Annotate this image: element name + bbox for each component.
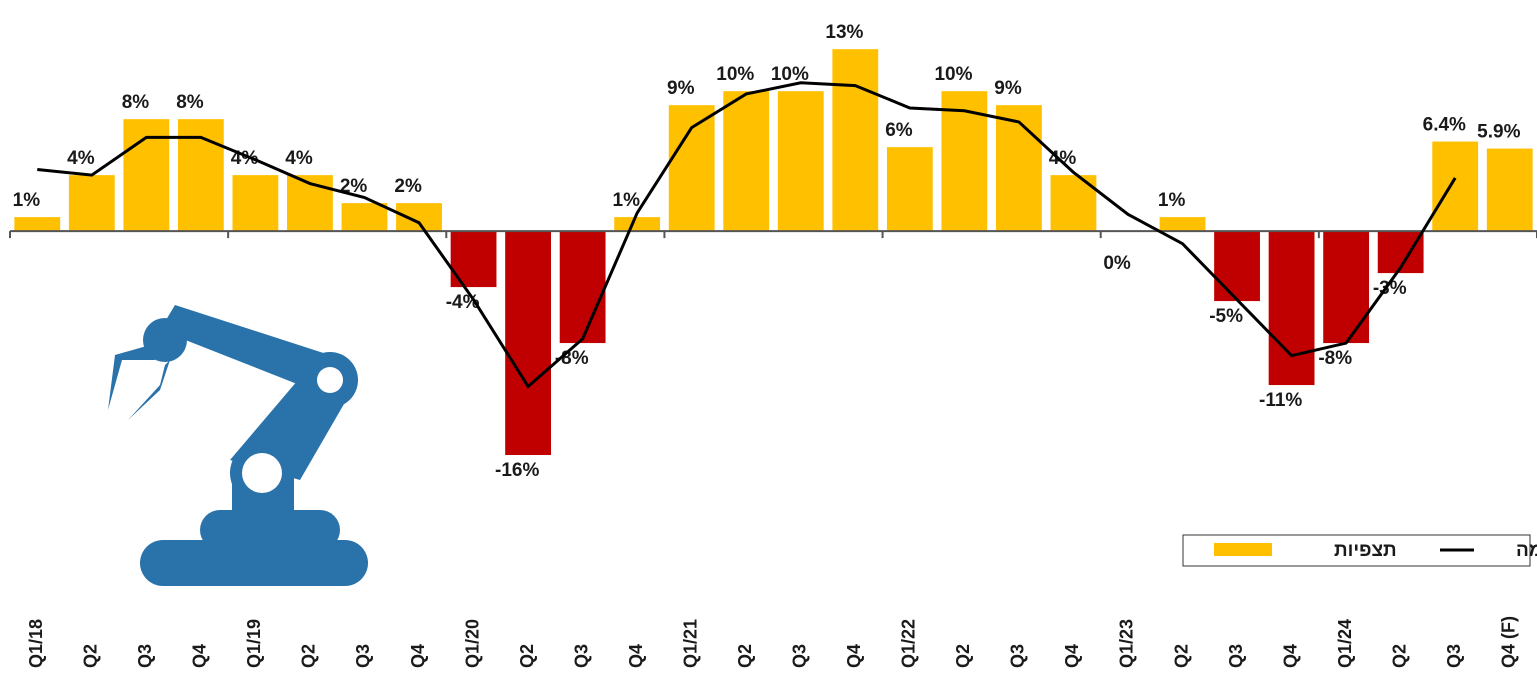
data-label: 8%	[176, 92, 204, 113]
robot-joint	[317, 367, 343, 393]
robot-wrist	[143, 318, 187, 362]
x-tick-label: Q4	[1280, 644, 1300, 668]
robot-joint	[242, 453, 282, 493]
robot-upper-arm	[160, 305, 345, 395]
data-label: -8%	[555, 348, 589, 369]
data-label: 1%	[1158, 190, 1186, 211]
robot-claw	[128, 360, 170, 420]
x-tick-label: Q1/23	[1117, 619, 1137, 668]
data-label: 2%	[394, 176, 422, 197]
legend: מגמה תצפיות	[1182, 534, 1537, 567]
x-tick-label: Q2	[1389, 644, 1409, 668]
trend-line	[37, 81, 1457, 389]
x-tick-label: Q2	[517, 644, 537, 668]
bar	[1432, 141, 1479, 232]
x-tick-label: Q2	[735, 644, 755, 668]
data-label: -16%	[495, 460, 539, 481]
x-tick-label: Q1/19	[244, 619, 264, 668]
x-tick-label: Q4 (F)	[1498, 616, 1518, 668]
data-label: 5.9%	[1477, 122, 1520, 143]
x-tick-label: Q3	[1444, 644, 1464, 668]
robot-claw	[108, 345, 155, 410]
bar	[886, 147, 933, 232]
x-tick-label: Q4	[844, 644, 864, 668]
x-tick-label: Q2	[299, 644, 319, 668]
x-tick-label: Q3	[1008, 644, 1028, 668]
bar	[996, 105, 1042, 232]
data-label: 13%	[825, 22, 863, 43]
data-label: 1%	[13, 190, 41, 211]
bar	[68, 175, 115, 232]
data-label: 6.4%	[1423, 115, 1466, 136]
data-label: -11%	[1259, 390, 1302, 411]
x-tick-label: Q4	[626, 644, 646, 668]
legend-bar-swatch	[1214, 543, 1272, 556]
data-label: 0%	[1103, 253, 1131, 274]
bar	[1323, 231, 1370, 344]
robot-joints	[242, 367, 343, 493]
bar	[1486, 148, 1533, 232]
data-label: 4%	[67, 148, 95, 169]
bar	[1159, 217, 1206, 232]
bar	[396, 203, 442, 232]
x-tick-label: Q1/20	[462, 619, 482, 668]
x-tick-label: Q2	[81, 644, 101, 668]
legend-label: מגמה	[1516, 540, 1537, 561]
data-label: 9%	[667, 78, 695, 99]
data-label: 4%	[285, 148, 313, 169]
plot: 1%4%8% 8%4% 4%2% 2%-4%-16%-8%1%9%10% 10%13%6…	[9, 22, 1537, 668]
robot-icon	[108, 305, 368, 586]
bar	[832, 49, 879, 232]
data-label: 4%	[1049, 148, 1077, 169]
bar	[723, 91, 770, 232]
bar	[777, 91, 824, 232]
x-tick-label: Q4	[1062, 644, 1082, 668]
x-tick-label: Q4	[408, 644, 428, 668]
data-label: 10%	[771, 64, 809, 85]
x-tick-label: Q2	[1171, 644, 1191, 668]
x-tick-label: Q3	[571, 644, 591, 668]
robot-base	[140, 540, 368, 586]
bar	[341, 203, 388, 232]
bar	[1214, 231, 1260, 302]
x-tick-label: Q3	[1226, 644, 1246, 668]
bar	[668, 105, 715, 232]
x-tick-label: Q3	[790, 644, 810, 668]
data-label: 9%	[994, 78, 1022, 99]
data-label: -8%	[1318, 348, 1352, 369]
data-label: 1%	[613, 190, 641, 211]
bar	[505, 231, 551, 456]
data-label: 6%	[885, 120, 913, 141]
data-label: 10%	[934, 64, 972, 85]
legend-label: תצפיות	[1334, 540, 1397, 561]
bar	[614, 217, 661, 232]
x-tick-label: Q1/22	[899, 619, 919, 668]
x-tick-label: Q2	[953, 644, 973, 668]
data-label: 8%	[122, 92, 150, 113]
x-tick-label: Q4	[190, 644, 210, 668]
data-label: 10%	[716, 64, 754, 85]
x-tick-label: Q3	[135, 644, 155, 668]
x-tick-label: Q1/18	[26, 619, 46, 668]
x-tick-label: Q1/21	[680, 619, 700, 668]
x-tick-label: Q3	[353, 644, 373, 668]
bar	[232, 175, 279, 232]
x-tick-label: Q1/24	[1335, 619, 1355, 668]
data-label: -5%	[1209, 306, 1243, 327]
bar	[14, 217, 61, 232]
bar	[1268, 231, 1315, 386]
bar	[559, 231, 606, 344]
